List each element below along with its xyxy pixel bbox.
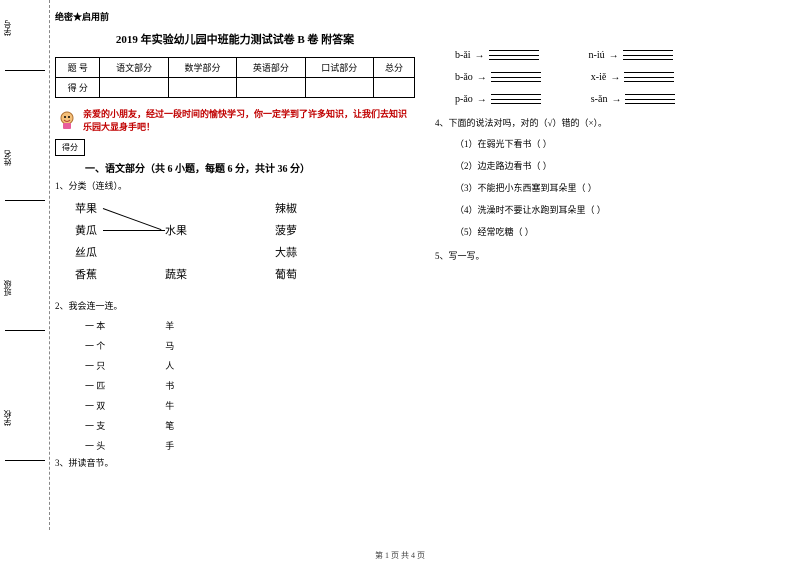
match-mid-col: 水果 蔬菜 <box>165 220 187 286</box>
pair-l: 一 个 <box>85 336 105 356</box>
question-4: 4、下面的说法对吗，对的（√）错的（×）。 <box>435 116 795 129</box>
pair-l: 一 只 <box>85 356 105 376</box>
binding-margin: 学号 姓名 班级 学校 <box>0 0 50 530</box>
td <box>237 78 305 98</box>
td: 得 分 <box>56 78 100 98</box>
match-item: 苹果 <box>75 198 97 220</box>
pinyin: s-ǎn <box>591 94 608 105</box>
td <box>373 78 414 98</box>
writing-line <box>491 70 541 84</box>
pinyin: b-ǎo <box>455 72 473 83</box>
confidential-label: 绝密★启用前 <box>55 10 415 23</box>
pinyin: x-iě <box>591 72 607 83</box>
match-line <box>103 230 165 231</box>
pinyin-row: p-ǎo→ s-ǎn→ <box>455 92 795 106</box>
binding-label: 班级 <box>2 280 13 296</box>
th: 数学部分 <box>168 58 236 78</box>
greeting-text: 亲爱的小朋友，经过一段时间的愉快学习，你一定学到了许多知识，让我们去知识乐园大显… <box>83 108 415 133</box>
pinyin-row: b-ǎo→ x-iě→ <box>455 70 795 84</box>
left-column: 绝密★启用前 2019 年实验幼儿园中班能力测试试卷 B 卷 附答案 题 号 语… <box>55 10 415 530</box>
mascot-icon <box>55 108 79 132</box>
arrow-icon: → <box>610 72 620 83</box>
page-content: 绝密★启用前 2019 年实验幼儿园中班能力测试试卷 B 卷 附答案 题 号 语… <box>55 10 795 530</box>
th: 语文部分 <box>100 58 168 78</box>
pinyin: p-ǎo <box>455 94 473 105</box>
writing-line <box>624 70 674 84</box>
pair-l: 一 双 <box>85 396 105 416</box>
th: 口试部分 <box>305 58 373 78</box>
pair-r: 人 <box>165 356 174 376</box>
judge-list: （1）在弱光下看书（ ） （2）边走路边看书（ ） （3）不能把小东西塞到耳朵里… <box>455 133 795 243</box>
match-right-col: 辣椒 菠萝 大蒜 葡萄 <box>275 198 297 286</box>
field-line <box>5 70 45 71</box>
exam-title: 2019 年实验幼儿园中班能力测试试卷 B 卷 附答案 <box>55 31 415 47</box>
match-item: 黄瓜 <box>75 220 97 242</box>
pair-l: 一 支 <box>85 416 105 436</box>
pinyin-row: b-ǎi → n-iú → <box>455 48 795 62</box>
page-footer: 第 1 页 共 4 页 <box>0 550 800 561</box>
right-column: b-ǎi→ n-iú→ b-ǎo→ x-iě→ p-ǎo→ s-ǎn→ 4、下面… <box>435 10 795 530</box>
greeting-block: 亲爱的小朋友，经过一段时间的愉快学习，你一定学到了许多知识，让我们去知识乐园大显… <box>55 108 415 133</box>
judge-item: （3）不能把小东西塞到耳朵里（ ） <box>455 177 795 199</box>
pair-r: 牛 <box>165 396 174 416</box>
pair-l: 一 本 <box>85 316 105 336</box>
arrow-icon: → <box>611 94 621 105</box>
binding-label: 学校 <box>2 410 13 426</box>
judge-item: （2）边走路边看书（ ） <box>455 155 795 177</box>
pair-l: 一 头 <box>85 436 105 456</box>
matching-area: 苹果 黄瓜 丝瓜 香蕉 水果 蔬菜 辣椒 菠萝 大蒜 葡萄 <box>75 198 415 293</box>
td <box>305 78 373 98</box>
pair-r: 手 <box>165 436 174 456</box>
match-left-col: 苹果 黄瓜 丝瓜 香蕉 <box>75 198 97 286</box>
match-item: 香蕉 <box>75 264 97 286</box>
td <box>100 78 168 98</box>
pair-r: 书 <box>165 376 174 396</box>
arrow-icon: → <box>609 50 619 61</box>
td <box>168 78 236 98</box>
binding-label: 学号 <box>2 20 13 36</box>
match-item: 丝瓜 <box>75 242 97 264</box>
match-item: 葡萄 <box>275 264 297 286</box>
match-item: 菠萝 <box>275 220 297 242</box>
writing-line <box>491 92 541 106</box>
binding-label: 姓名 <box>2 150 13 166</box>
writing-line <box>623 48 673 62</box>
match-item: 大蒜 <box>275 242 297 264</box>
pair-r: 马 <box>165 336 174 356</box>
match-line <box>103 208 162 230</box>
field-line <box>5 200 45 201</box>
pinyin: b-ǎi <box>455 50 471 61</box>
pair-r: 笔 <box>165 416 174 436</box>
match-item: 辣椒 <box>275 198 297 220</box>
arrow-icon: → <box>477 72 487 83</box>
pair-r: 羊 <box>165 316 174 336</box>
th: 总分 <box>373 58 414 78</box>
question-2: 2、我会连一连。 <box>55 299 415 312</box>
question-3: 3、拼读音节。 <box>55 456 415 469</box>
judge-item: （4）洗澡时不要让水跑到耳朵里（ ） <box>455 199 795 221</box>
score-box: 得分 <box>55 139 85 156</box>
judge-item: （1）在弱光下看书（ ） <box>455 133 795 155</box>
section-title: 一、语文部分（共 6 小题，每题 6 分，共计 36 分） <box>85 160 415 175</box>
pinyin: n-iú <box>589 50 605 61</box>
match-item: 水果 <box>165 220 187 242</box>
arrow-icon: → <box>477 94 487 105</box>
question-1: 1、分类（连线）。 <box>55 179 415 192</box>
match-item: 蔬菜 <box>165 264 187 286</box>
th: 英语部分 <box>237 58 305 78</box>
score-table: 题 号 语文部分 数学部分 英语部分 口试部分 总分 得 分 <box>55 57 415 98</box>
pair-table: 一 本 羊 一 个 马 一 只 人 一 匹 书 一 双 牛 一 支 笔 一 头 手 <box>85 316 415 456</box>
arrow-icon: → <box>475 50 485 61</box>
judge-item: （5）经常吃糖（ ） <box>455 221 795 243</box>
writing-line <box>625 92 675 106</box>
field-line <box>5 460 45 461</box>
question-5: 5、写一写。 <box>435 249 795 262</box>
pair-l: 一 匹 <box>85 376 105 396</box>
th: 题 号 <box>56 58 100 78</box>
field-line <box>5 330 45 331</box>
writing-line <box>489 48 539 62</box>
